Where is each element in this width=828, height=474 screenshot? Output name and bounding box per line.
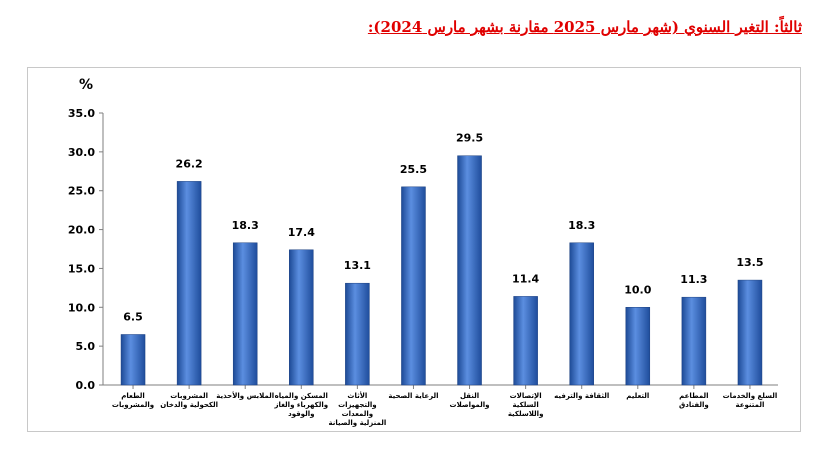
y-tick-label: 20.0	[68, 224, 95, 237]
category-label: المسكن والمياه والكهرباء والغاز والوقود	[274, 392, 329, 418]
category-label: التعليم	[626, 392, 650, 400]
y-tick-label: 5.0	[76, 340, 96, 353]
category-label: المشروبات الكحولية والدخان	[160, 392, 219, 409]
bar	[176, 181, 202, 386]
category-label: الرعاية الصحية	[388, 392, 439, 400]
y-tick-label: 25.0	[68, 185, 95, 198]
category-label: المطاعم والفنادق	[678, 392, 709, 409]
data-label: 18.3	[232, 219, 259, 232]
data-label: 11.4	[512, 272, 539, 285]
bar	[681, 296, 707, 386]
bar	[120, 334, 146, 386]
bar	[401, 186, 426, 386]
y-tick-label: 35.0	[68, 107, 95, 120]
data-label: 18.3	[568, 219, 595, 232]
bar	[625, 307, 651, 386]
data-label: 13.1	[344, 259, 371, 272]
category-label: الأثاث والتجهيزات والمعدات المنزلية والص…	[328, 392, 387, 427]
data-label: 25.5	[400, 163, 427, 176]
category-label: النقل والمواصلات	[449, 392, 490, 409]
data-label: 10.0	[624, 283, 651, 296]
y-tick-label: 10.0	[68, 301, 95, 314]
bar	[513, 296, 538, 386]
bar	[737, 279, 763, 386]
bar	[345, 282, 370, 386]
y-tick-label: 15.0	[68, 262, 95, 275]
data-label: 13.5	[736, 256, 763, 269]
category-label: السلع والخدمات المتنوعة	[722, 392, 778, 409]
bar	[232, 242, 258, 386]
y-axis-unit: %	[79, 77, 93, 93]
data-label: 6.5	[123, 310, 143, 323]
category-label: الملابس والأحذية	[216, 392, 275, 400]
category-label: الثقافة والترفيه	[554, 392, 610, 400]
data-label: 11.3	[680, 273, 707, 286]
data-label: 29.5	[456, 132, 483, 145]
y-tick-label: 30.0	[68, 146, 95, 159]
category-label: الإتصالات السلكية واللاسلكية	[507, 392, 544, 418]
bar	[289, 249, 314, 386]
data-label: 17.4	[288, 226, 315, 239]
page-title: ثالثاً: التغير السنوي (شهر مارس 2025 مقا…	[367, 18, 802, 36]
category-label: الطعام والمشروبات	[111, 392, 155, 409]
bar	[457, 155, 482, 386]
data-label: 26.2	[176, 157, 203, 170]
bar	[569, 242, 594, 386]
y-tick-label: 0.0	[76, 379, 96, 392]
